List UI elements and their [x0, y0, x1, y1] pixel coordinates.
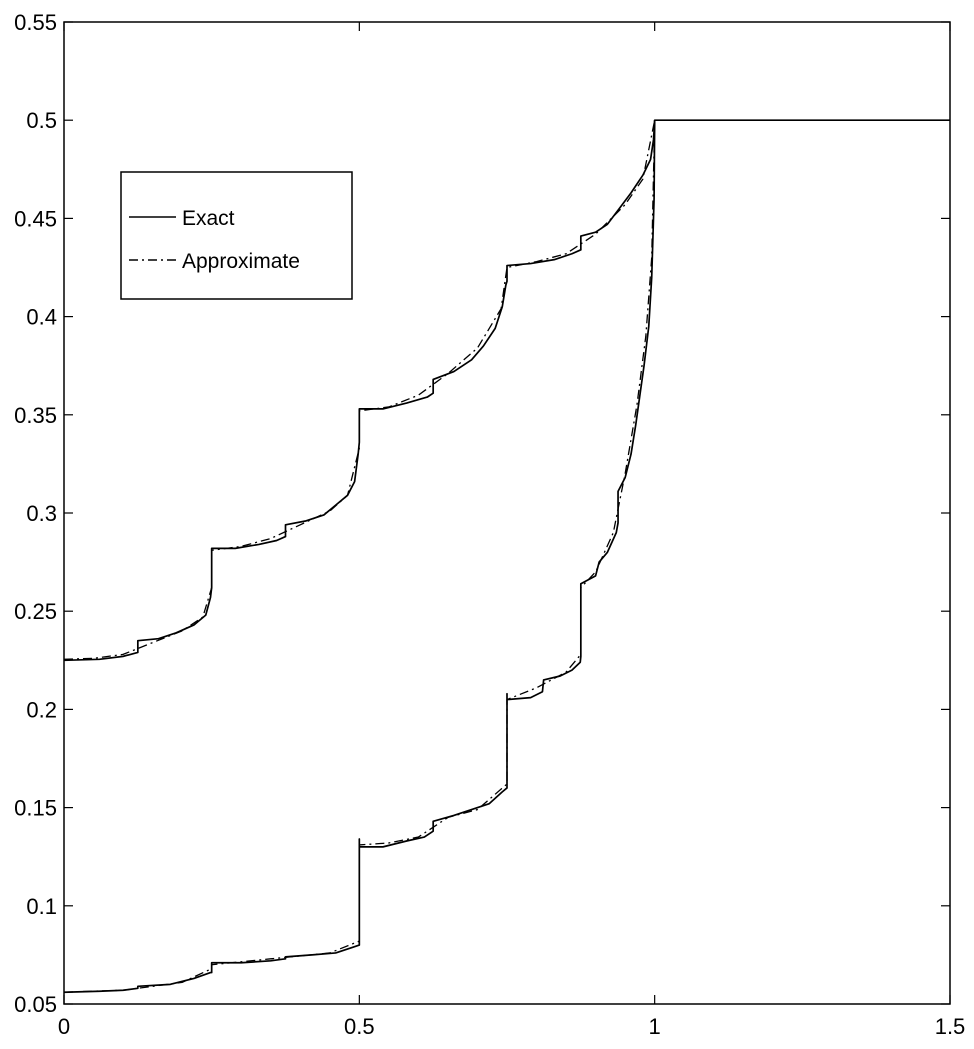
- series-line-exact-1: [63, 119, 950, 662]
- axis-ticks: [63, 21, 951, 1005]
- x-tick-label: 0.5: [344, 1014, 375, 1039]
- y-tick-label: 0.15: [14, 796, 57, 821]
- x-tick-labels: 0 0.5 1 1.5: [58, 1014, 965, 1039]
- legend-label-exact: Exact: [182, 207, 235, 230]
- series-line-exact-2: [63, 120, 656, 994]
- y-tick-label: 0.5: [26, 108, 57, 133]
- y-tick-label: 0.35: [14, 403, 57, 428]
- legend-box: [120, 171, 353, 300]
- series-line-approximate-2: [63, 120, 656, 993]
- legend: Exact Approximate: [120, 171, 353, 300]
- y-tick-label: 0.55: [14, 10, 57, 35]
- y-tick-label: 0.25: [14, 599, 57, 624]
- x-tick-label: 1.5: [935, 1014, 966, 1039]
- legend-label-approximate: Approximate: [182, 250, 300, 273]
- plot-area: [63, 21, 951, 1005]
- y-tick-label: 0.2: [26, 697, 57, 722]
- x-tick-label: 0: [58, 1014, 70, 1039]
- y-tick-label: 0.45: [14, 206, 57, 231]
- y-tick-labels: 0.05 0.1 0.15 0.2 0.25 0.3 0.35 0.4 0.45 0.5 0.55: [14, 10, 57, 1017]
- y-tick-label: 0.3: [26, 501, 57, 526]
- y-tick-label: 0.4: [26, 305, 57, 330]
- y-tick-label: 0.1: [26, 894, 57, 919]
- series-lines: [63, 119, 950, 994]
- y-tick-label: 0.05: [14, 992, 57, 1017]
- x-tick-label: 1: [649, 1014, 661, 1039]
- series-line-approximate-1: [63, 119, 950, 660]
